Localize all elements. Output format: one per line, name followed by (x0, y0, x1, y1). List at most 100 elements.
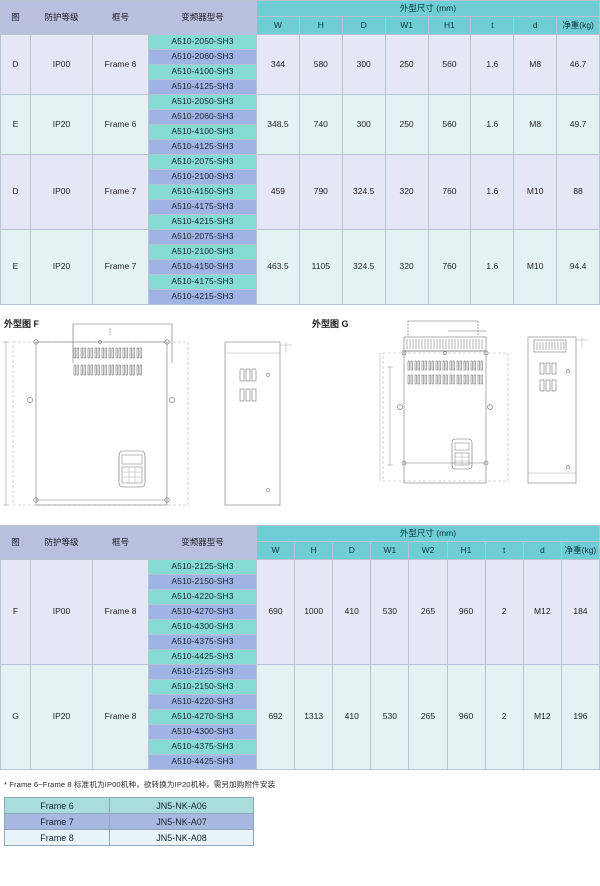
accessory-frame-2: Frame 8 (4, 829, 110, 846)
accessory-row: Frame 7 JN5-NK-A07 (4, 813, 254, 830)
t2-col-t: t (484, 541, 524, 560)
t2-col-w2: W2 (408, 541, 448, 560)
t2-col-d2: d (522, 541, 562, 560)
t2-r1-model-0: A510-2125-SH3 (148, 664, 257, 680)
t1-r3-ip: IP20 (30, 229, 93, 305)
accessory-row: Frame 8 JN5-NK-A08 (4, 829, 254, 846)
t1-r3-weight: 94.4 (556, 229, 600, 305)
t1-r0-w1: 250 (384, 34, 429, 95)
t1-col-d: D (341, 16, 386, 35)
t1-r3-fig: E (0, 229, 31, 305)
t1-r3-t: 1.6 (470, 229, 515, 305)
t2-r1-model-3: A510-4270-SH3 (148, 709, 257, 725)
t2-r0-w2: 265 (408, 559, 448, 665)
t1-r3-d: 324.5 (341, 229, 386, 305)
t1-r0-weight: 46.7 (556, 34, 600, 95)
t1-r1-fig: E (0, 94, 31, 155)
t2-r0-w: 690 (255, 559, 296, 665)
accessory-frame-1: Frame 7 (4, 813, 110, 830)
t1-r3-d2: M10 (513, 229, 558, 305)
t1-header-model: 变频器型号 (148, 0, 257, 35)
table-row: A510-4300-SH3 (1, 724, 600, 740)
t1-r2-weight: 88 (556, 154, 600, 230)
t1-col-d2: d (513, 16, 558, 35)
t1-r1-model-3: A510-4125-SH3 (148, 139, 257, 155)
t1-r1-w1: 250 (384, 94, 429, 155)
t1-r0-h: 580 (298, 34, 343, 95)
dimension-table-frame8: 图 防护等级 框号 变频器型号 外型尺寸 (mm) W H D W1 W2 H1… (0, 525, 600, 770)
t1-r1-ip: IP20 (30, 94, 93, 155)
t1-r3-model-3: A510-4175-SH3 (148, 274, 257, 290)
t2-r1-model-5: A510-4375-SH3 (148, 739, 257, 755)
t1-r1-d: 300 (341, 94, 386, 155)
t2-r1-w: 692 (255, 664, 296, 770)
dimension-table-frame6-7: 图 防护等级 框号 变频器型号 外型尺寸 (mm) W H D W1 H1 t … (0, 0, 600, 305)
accessory-row: Frame 6 JN5-NK-A06 (4, 797, 254, 814)
t2-r1-model-4: A510-4300-SH3 (148, 724, 257, 740)
table-row: A510-4425-SH3 (1, 754, 600, 770)
t2-header-dimension-group: 外型尺寸 (mm) (256, 525, 600, 542)
t1-r2-ip: IP00 (30, 154, 93, 230)
t1-r0-w: 344 (256, 34, 300, 95)
t2-r1-w1: 530 (370, 664, 410, 770)
outline-drawings-section: 外型图 F 外型图 G (0, 315, 600, 525)
t1-r3-frame: Frame 7 (92, 229, 149, 305)
t1-col-h: H (298, 16, 343, 35)
t1-header-ip: 防护等级 (30, 0, 93, 35)
t2-col-w1: W1 (370, 541, 410, 560)
t1-col-w1: W1 (384, 16, 429, 35)
t2-col-h: H (294, 541, 334, 560)
t1-header-fig: 图 (0, 0, 31, 35)
t1-r2-w: 459 (256, 154, 300, 230)
t1-r2-d2: M10 (513, 154, 558, 230)
t2-r0-ip: IP00 (30, 559, 93, 665)
t1-r3-w1: 320 (384, 229, 429, 305)
table-row: A510-4220-SH3 (1, 694, 600, 710)
t1-r3-h: 1105 (298, 229, 343, 305)
t2-r1-h1: 960 (446, 664, 486, 770)
table-row: E IP20 Frame 6 A510-2050-SH3 348.5 740 3… (0, 94, 600, 155)
keypad-panel-f (118, 450, 146, 488)
t2-r0-model-3: A510-4270-SH3 (148, 604, 257, 620)
t2-r0-model-0: A510-2125-SH3 (148, 559, 257, 575)
t2-r1-ip: IP20 (30, 664, 93, 770)
t1-header-frame: 框号 (92, 0, 149, 35)
t1-r2-model-1: A510-2100-SH3 (148, 169, 257, 185)
drawing-g-front (379, 320, 509, 484)
t1-r0-h1: 560 (427, 34, 472, 95)
t1-r0-d2: M8 (513, 34, 558, 95)
t1-r2-fig: D (0, 154, 31, 230)
table-row: A510-2150-SH3 (1, 574, 600, 590)
table-row: A510-4100-SH3 (1, 124, 600, 140)
drawing-label-f: 外型图 F (4, 319, 39, 329)
t2-r0-model-1: A510-2150-SH3 (148, 574, 257, 590)
t2-r0-d2: M12 (522, 559, 562, 665)
table-row: D IP00 Frame 6 A510-2050-SH3 344 580 300… (0, 34, 600, 95)
drawing-f-side (224, 341, 292, 506)
keypad-panel-g (451, 438, 473, 470)
t1-r1-frame: Frame 6 (92, 94, 149, 155)
outline-drawing-svg (3, 320, 588, 506)
t1-r1-d2: M8 (513, 94, 558, 155)
footnote-text: * Frame 6~Frame 8 标准机为IP00机种，欲转换为IP20机种，… (4, 780, 276, 789)
t1-r3-model-0: A510-2075-SH3 (148, 229, 257, 245)
t2-r0-weight: 184 (560, 559, 600, 665)
t1-r0-d: 300 (341, 34, 386, 95)
t2-r1-w2: 265 (408, 664, 448, 770)
table-row: A510-4175-SH3 (1, 274, 600, 290)
table-row: A510-4270-SH3 (1, 604, 600, 620)
t2-r0-d: 410 (332, 559, 372, 665)
t1-r1-weight: 49.7 (556, 94, 600, 155)
t2-r0-model-4: A510-4300-SH3 (148, 619, 257, 635)
t1-r1-w: 348.5 (256, 94, 300, 155)
table-row: A510-4175-SH3 (1, 199, 600, 215)
t2-col-weight: 净重(kg) (560, 541, 600, 560)
table-row: A510-4215-SH3 (1, 289, 600, 305)
t2-r1-model-1: A510-2150-SH3 (148, 679, 257, 695)
t1-r1-model-2: A510-4100-SH3 (148, 124, 257, 140)
t2-r1-frame: Frame 8 (92, 664, 149, 770)
t2-r0-h: 1000 (294, 559, 334, 665)
t1-r0-model-1: A510-2060-SH3 (148, 49, 257, 65)
t2-r0-w1: 530 (370, 559, 410, 665)
t1-r3-model-1: A510-2100-SH3 (148, 244, 257, 260)
